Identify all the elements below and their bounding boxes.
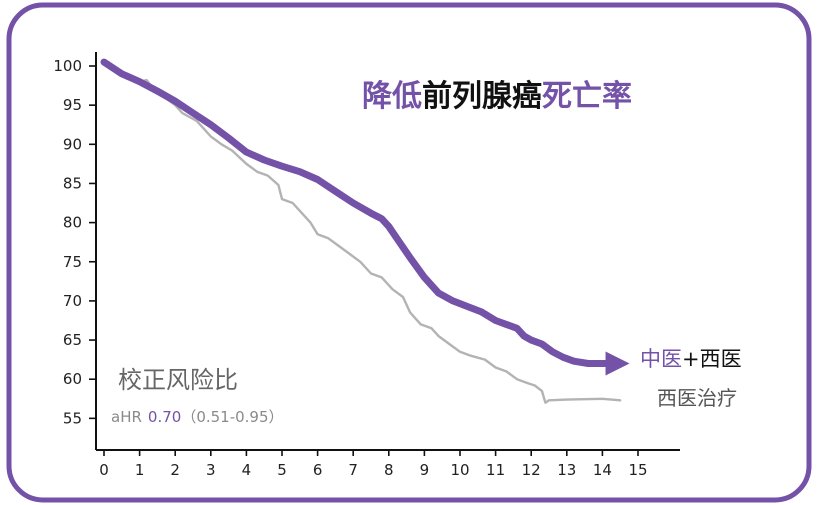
y-tick-label: 100 (53, 57, 82, 75)
y-tick-group: 55 60 65 70 75 80 85 90 95 100 (53, 57, 96, 427)
legend-combined: 中医+西医 (640, 347, 742, 371)
hr-prefix: aHR (111, 408, 142, 426)
x-tick-group: 0 1 2 3 4 5 6 7 8 9 10 11 12 13 14 15 (99, 450, 648, 479)
hr-text: aHR 0.70（0.51-0.95） (111, 408, 284, 426)
adjusted-hr-label: 校正风险比 (118, 366, 238, 394)
y-tick-label: 65 (63, 331, 82, 349)
title-part-2: 前列腺癌 (422, 79, 542, 114)
y-tick-label: 75 (63, 253, 82, 271)
x-tick-label: 12 (522, 461, 541, 479)
y-tick-label: 70 (63, 292, 82, 310)
x-tick-label: 6 (313, 461, 323, 479)
hr-ci: （0.51-0.95） (181, 408, 283, 426)
x-tick-label: 11 (486, 461, 505, 479)
y-tick-label: 55 (63, 409, 82, 427)
legend-combined-part1: 中医 (640, 347, 682, 371)
x-tick-label: 0 (99, 461, 109, 479)
y-tick-label: 80 (63, 214, 82, 232)
x-tick-label: 15 (628, 461, 647, 479)
series-arrow-head (605, 351, 630, 376)
y-tick-label: 95 (63, 96, 82, 114)
x-tick-label: 14 (593, 461, 612, 479)
x-tick-label: 1 (135, 461, 145, 479)
title-part-1: 降低 (362, 79, 422, 114)
chart-title: 降低前列腺癌死亡率 (362, 79, 632, 114)
x-tick-label: 3 (206, 461, 216, 479)
legend-combined-plus: + (682, 347, 700, 371)
x-tick-label: 10 (450, 461, 469, 479)
y-tick-label: 60 (63, 370, 82, 388)
x-tick-label: 5 (277, 461, 287, 479)
legend-western: 西医治疗 (657, 386, 737, 410)
x-tick-label: 7 (348, 461, 358, 479)
x-tick-label: 8 (384, 461, 394, 479)
legend-combined-part2: 西医 (700, 347, 742, 371)
series-line-combined (100, 58, 613, 367)
x-tick-label: 13 (557, 461, 576, 479)
y-tick-label: 85 (63, 174, 82, 192)
x-tick-label: 9 (420, 461, 430, 479)
series-line-western (102, 60, 622, 404)
y-tick-label: 90 (63, 135, 82, 153)
x-tick-label: 4 (242, 461, 252, 479)
x-tick-label: 2 (170, 461, 180, 479)
title-part-3: 死亡率 (542, 79, 632, 114)
hr-value: 0.70 (148, 408, 181, 426)
